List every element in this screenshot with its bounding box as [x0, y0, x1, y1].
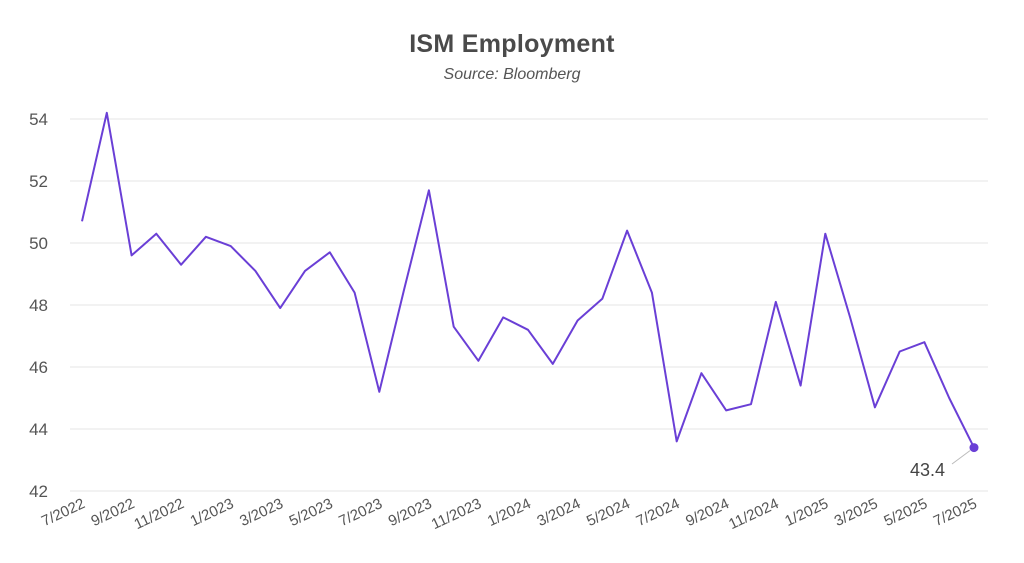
x-tick-label: 11/2023: [429, 495, 484, 533]
y-axis: 42 44 46 48 50 52 54: [29, 110, 48, 501]
chart-title: ISM Employment: [409, 30, 615, 58]
x-tick-label: 11/2022: [131, 495, 186, 533]
chart-subtitle: Source: Bloomberg: [443, 66, 581, 83]
series-layer: [81, 111, 975, 449]
x-tick-label: 7/2024: [634, 495, 683, 530]
x-tick-label: 1/2025: [782, 495, 831, 530]
x-tick-label: 5/2023: [287, 495, 336, 530]
annotation-layer: 43.4: [910, 443, 979, 480]
x-tick-label: 1/2023: [188, 495, 237, 530]
y-tick-label: 50: [29, 234, 48, 253]
y-tick-label: 48: [29, 296, 48, 315]
annotation-leader-line: [951, 450, 971, 465]
x-tick-label: 7/2025: [931, 495, 980, 530]
x-tick-label: 3/2023: [237, 495, 286, 530]
x-tick-label: 7/2023: [336, 495, 385, 530]
last-point-marker: [969, 443, 979, 453]
x-tick-label: 3/2025: [832, 495, 881, 530]
x-tick-label: 9/2022: [88, 495, 137, 530]
grid-layer: [70, 118, 988, 492]
x-tick-label: 11/2024: [726, 495, 781, 533]
x-tick-label: 5/2024: [584, 495, 633, 530]
series-line: [81, 111, 975, 449]
x-tick-label: 1/2024: [485, 495, 534, 530]
last-value-label: 43.4: [910, 460, 945, 480]
x-tick-label: 9/2024: [683, 495, 732, 530]
x-tick-label: 5/2025: [881, 495, 930, 530]
y-tick-label: 42: [29, 482, 48, 501]
y-tick-label: 46: [29, 358, 48, 377]
x-tick-label: 3/2024: [534, 495, 583, 530]
y-tick-label: 54: [29, 110, 48, 129]
y-tick-label: 52: [29, 172, 48, 191]
x-tick-label: 9/2023: [386, 495, 435, 530]
y-tick-label: 44: [29, 420, 48, 439]
